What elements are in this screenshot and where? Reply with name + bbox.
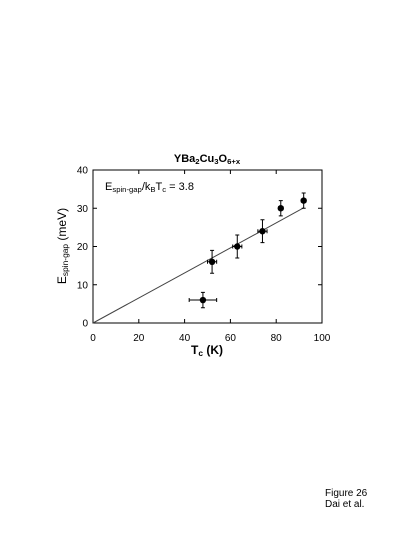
annotation-subscript: spin-gap [112, 185, 142, 194]
footer-line: Figure 26 [325, 488, 368, 499]
y-axis-label-part: (meV) [55, 208, 69, 244]
chart-title-part: YBa [174, 153, 196, 165]
data-point [199, 296, 207, 304]
annotation-subscript: B [150, 185, 155, 194]
x-tick-label: 60 [225, 333, 237, 344]
chart-title-subscript: 2 [195, 157, 199, 166]
data-point [208, 258, 216, 265]
chart-title-part: Cu [200, 153, 215, 165]
x-axis-label-part: T [191, 343, 199, 357]
data-point [277, 205, 284, 212]
y-tick-label: 30 [77, 204, 89, 215]
x-tick-label: 80 [271, 333, 283, 344]
footer-line: Dai et al. [325, 499, 364, 510]
data-point [300, 197, 307, 204]
x-tick-label: 0 [90, 333, 96, 344]
y-tick-label: 0 [82, 319, 88, 330]
y-tick-label: 10 [77, 280, 89, 291]
annotation-part: E [105, 181, 112, 193]
annotation-part: /k [142, 181, 151, 193]
y-axis-label-subscript: spin-gap [60, 244, 70, 276]
annotation-subscript: c [162, 185, 166, 194]
chart-title-subscript: 3 [214, 157, 218, 166]
x-tick-label: 40 [179, 333, 191, 344]
chart-title-part: O [219, 153, 228, 165]
y-axis-label: Espin-gap (meV) [55, 208, 70, 284]
chart-title-subscript: 6+x [227, 157, 241, 166]
x-tick-label: 20 [133, 333, 145, 344]
x-axis-label-part: (K) [203, 343, 223, 357]
annotation: Espin-gap/kBTc = 3.8 [105, 181, 194, 194]
y-tick-label: 40 [77, 166, 89, 177]
y-tick-label: 20 [77, 242, 89, 253]
data-point [259, 228, 266, 235]
x-axis-label: Tc (K) [191, 343, 223, 358]
x-tick-label: 100 [314, 333, 331, 344]
annotation-part: = 3.8 [166, 181, 194, 193]
data-point [234, 243, 241, 250]
annotation-part: T [156, 181, 163, 193]
fit-line [92, 207, 304, 324]
x-axis-label-subscript: c [198, 348, 203, 358]
chart-title: YBa2Cu3O6+x [174, 153, 241, 166]
y-axis-label-part: E [55, 276, 69, 284]
